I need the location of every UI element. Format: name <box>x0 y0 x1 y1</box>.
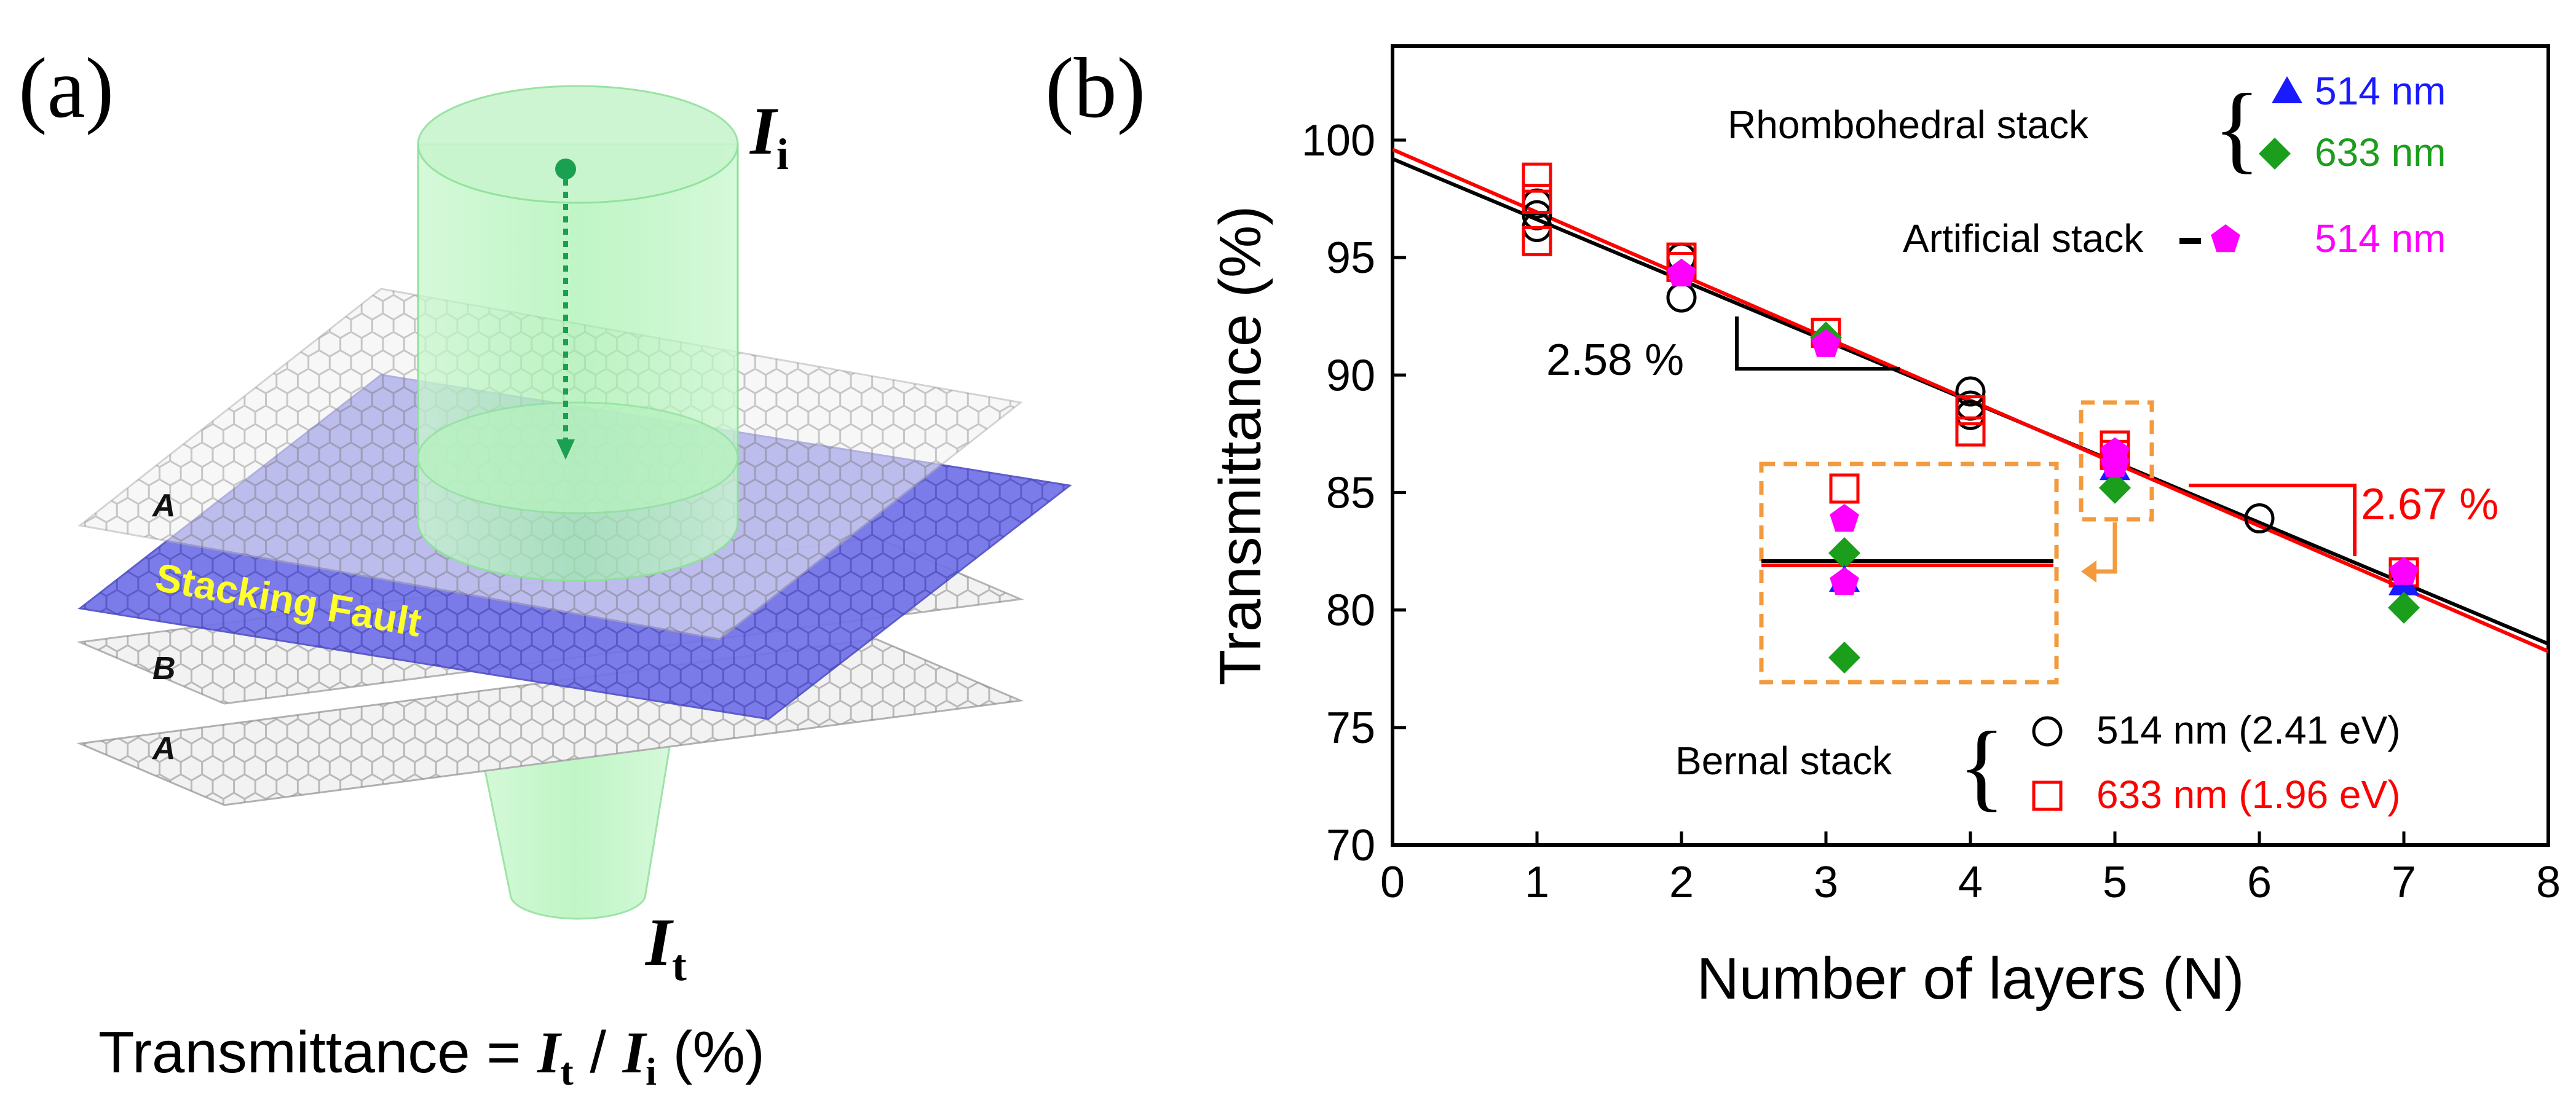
data-point-pentagon <box>2100 449 2130 477</box>
inset-zoom <box>1759 400 2154 685</box>
data-point-square <box>1955 395 1986 426</box>
panel-a-schematic: (a) <box>18 41 1072 1093</box>
x-tick-label: 3 <box>1814 858 1838 907</box>
data-point-square <box>1522 226 1552 256</box>
data-point-pentagon <box>1667 258 1696 287</box>
x-tick-label: 1 <box>1525 858 1549 907</box>
inset-marker-pentagon <box>1830 567 1859 595</box>
y-tick-label: 75 <box>1326 704 1375 753</box>
x-axis-title: Number of layers (N) <box>1697 946 2245 1012</box>
data-point-circle <box>2244 503 2275 534</box>
y-tick-label: 90 <box>1326 351 1375 400</box>
data-point-diamond <box>2099 471 2131 504</box>
y-axis-title: Transmittance (%) <box>1207 206 1273 686</box>
y-tick-label: 70 <box>1326 821 1375 870</box>
layer-label-top-a: A <box>151 488 176 524</box>
panel-b-label: (b) <box>1045 41 1145 136</box>
data-point-square <box>1522 184 1552 214</box>
legend-marker-square <box>2032 780 2063 811</box>
zoom-region-box <box>2079 400 2154 522</box>
legend-rhombohedral: Rhombohedral stack { 514 nm 633 nm <box>1728 69 2446 183</box>
data-point-pentagon <box>2389 557 2419 585</box>
x-tick-label: 8 <box>2536 858 2561 907</box>
slope-marker-black: 2.58 % <box>1546 316 1900 385</box>
panel-b-chart: (b) 0 1 2 3 4 5 6 7 8 70 75 80 85 90 95 100 2.58 % 2.67… <box>1045 41 2561 1012</box>
legend-brace-rhombohedral: { <box>2213 73 2261 183</box>
slope-label-red: 2.67 % <box>2361 480 2499 529</box>
y-tick-label: 80 <box>1326 586 1375 635</box>
x-tick-label: 0 <box>1380 858 1405 907</box>
slope-label-black: 2.58 % <box>1546 336 1684 385</box>
legend-marker-diamond <box>2259 138 2291 170</box>
legend-bernal-title: Bernal stack <box>1675 739 1892 783</box>
layer-label-b: B <box>152 651 176 686</box>
data-point-circle <box>1666 282 1697 313</box>
transmitted-intensity-label: It <box>644 905 687 990</box>
x-tick-label: 5 <box>2103 858 2127 907</box>
legend-brace-bernal: { <box>1958 711 2005 820</box>
transmitted-beam <box>478 742 671 920</box>
axis-ticks: 0 1 2 3 4 5 6 7 8 70 75 80 85 90 95 100 <box>1302 116 2561 907</box>
legend-rhombohedral-514: 514 nm <box>2315 69 2446 113</box>
layer-label-bottom-a: A <box>151 731 176 766</box>
x-tick-label: 4 <box>1958 858 1983 907</box>
legend-bernal-markers <box>2032 716 2063 811</box>
transmittance-formula: Transmittance = It / Ii (%) <box>98 1020 765 1093</box>
inset-marker-pentagon <box>1830 504 1859 532</box>
data-point-circle <box>1955 376 1986 407</box>
legend-rhombohedral-markers <box>2259 76 2302 170</box>
inset-markers <box>1828 473 1860 674</box>
panel-a-label: (a) <box>18 41 114 136</box>
data-point-square <box>1955 416 1986 447</box>
y-tick-label: 100 <box>1302 116 1375 165</box>
beam-direction-arrow <box>555 159 576 460</box>
incident-intensity-label: Ii <box>749 93 789 179</box>
x-tick-label: 6 <box>2247 858 2272 907</box>
legend-bernal-633: 633 nm (1.96 eV) <box>2096 772 2401 817</box>
slope-marker-red: 2.67 % <box>2189 480 2499 556</box>
y-tick-label: 85 <box>1326 468 1375 517</box>
legend-artificial-markers <box>2211 224 2240 253</box>
legend-rhombohedral-633: 633 nm <box>2315 130 2446 175</box>
x-tick-label: 7 <box>2392 858 2416 907</box>
legend-marker-pentagon <box>2211 224 2240 253</box>
data-point-diamond <box>2388 591 2420 624</box>
legend-bernal-514: 514 nm (2.41 eV) <box>2096 708 2401 752</box>
data-point-pentagon <box>1811 329 1841 357</box>
legend-artificial-514: 514 nm <box>2315 216 2446 261</box>
data-point-square <box>1522 162 1552 193</box>
legend-marker-triangle <box>2272 76 2302 103</box>
inset-marker-diamond <box>1828 642 1860 674</box>
inset-marker-diamond <box>1828 537 1860 569</box>
legend-rhombohedral-title: Rhombohedral stack <box>1728 103 2089 147</box>
x-tick-label: 2 <box>1669 858 1694 907</box>
y-tick-label: 95 <box>1326 234 1375 283</box>
inset-box <box>1759 462 2059 685</box>
legend-bernal: Bernal stack { 514 nm (2.41 eV) 633 nm (… <box>1675 708 2401 820</box>
legend-artificial-title: Artificial stack <box>1903 216 2144 261</box>
legend-marker-circle <box>2032 716 2063 747</box>
legend-artificial: Artificial stack 514 nm <box>1903 216 2446 261</box>
inset-marker-square <box>1829 473 1860 504</box>
data-markers <box>1522 162 2420 624</box>
inset-connector <box>2084 522 2117 574</box>
incident-beam <box>417 85 739 582</box>
